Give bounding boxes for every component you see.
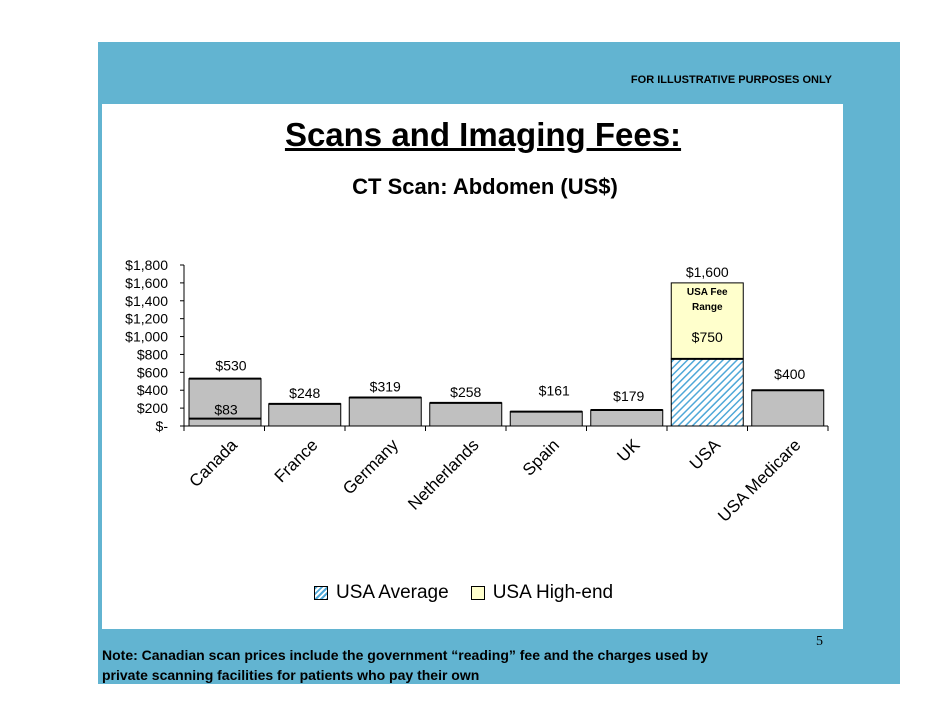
- y-tick-label: $400: [137, 382, 168, 398]
- y-tick-label: $1,600: [125, 275, 168, 291]
- legend-swatch-usa-average: [314, 586, 328, 600]
- data-label-spain: $161: [539, 383, 570, 399]
- y-tick-label: $1,200: [125, 311, 168, 327]
- footnote: Note: Canadian scan prices include the g…: [102, 647, 709, 683]
- legend-swatch-usa-high-end: [470, 586, 485, 600]
- page-number: 5: [816, 634, 823, 649]
- category-label-usa: USA: [686, 435, 725, 474]
- category-label-france: France: [271, 435, 322, 486]
- bar-uk: [590, 409, 664, 427]
- data-label-usa-medicare: $400: [774, 366, 805, 382]
- category-label-usa-medicare: USA Medicare: [714, 435, 804, 525]
- legend-item-usa-high-end: USA High-end: [470, 582, 614, 604]
- legend-item-usa-average: USA Average: [314, 582, 449, 604]
- category-label-canada: Canada: [186, 435, 242, 491]
- bars: [188, 282, 825, 427]
- slide-title: Scans and Imaging Fees:: [284, 116, 682, 153]
- bar-usa-high-end: [670, 282, 744, 360]
- category-labels: Canada France Germany Netherlands Spain UK USA…: [186, 435, 805, 526]
- data-label-germany: $319: [370, 378, 401, 394]
- data-label-canada-low: $83: [214, 402, 238, 418]
- usa-fee-range-label: Range: [692, 302, 723, 313]
- category-label-netherlands: Netherlands: [404, 435, 482, 513]
- category-label-germany: Germany: [339, 435, 402, 498]
- legend-label-usa-high-end: USA High-end: [492, 582, 614, 603]
- bar-france: [268, 403, 342, 427]
- y-tick-label: $-: [156, 418, 169, 434]
- data-label-usa-high-end: $1,600: [686, 264, 729, 280]
- legend-label-usa-average: USA Average: [336, 582, 449, 603]
- bar-spain: [509, 411, 583, 427]
- y-tick-label: $1,800: [125, 257, 168, 273]
- bar-usa-medicare: [751, 389, 825, 427]
- illustrative-disclaimer: FOR ILLUSTRATIVE PURPOSES ONLY: [630, 74, 832, 86]
- data-labels: $530 $83 $248 $319 $258 $161 $179 $1,600 USA Fee…: [214, 264, 805, 418]
- y-tick-label: $600: [137, 364, 168, 380]
- data-label-netherlands: $258: [450, 384, 481, 400]
- bar-germany: [348, 396, 422, 427]
- y-tick-label: $1,400: [125, 293, 168, 309]
- legend: USA Average USA High-end: [314, 582, 635, 604]
- chart-subtitle: CT Scan: Abdomen (US$): [352, 174, 618, 199]
- bar-usa-average: [670, 358, 744, 427]
- bar-netherlands: [429, 402, 503, 427]
- data-label-usa-average: $750: [692, 329, 723, 345]
- data-label-canada: $530: [215, 358, 246, 374]
- data-label-france: $248: [289, 385, 320, 401]
- y-tick-label: $1,000: [125, 329, 168, 345]
- category-label-uk: UK: [613, 435, 644, 466]
- usa-fee-range-label: USA Fee: [687, 287, 728, 298]
- y-tick-label: $800: [137, 346, 168, 362]
- data-label-uk: $179: [613, 388, 644, 404]
- category-label-spain: Spain: [519, 435, 563, 479]
- y-axis: $- $200 $400 $600 $800$1,000 $1,200 $1,400 $1,6…: [125, 257, 829, 434]
- y-tick-label: $200: [137, 400, 168, 416]
